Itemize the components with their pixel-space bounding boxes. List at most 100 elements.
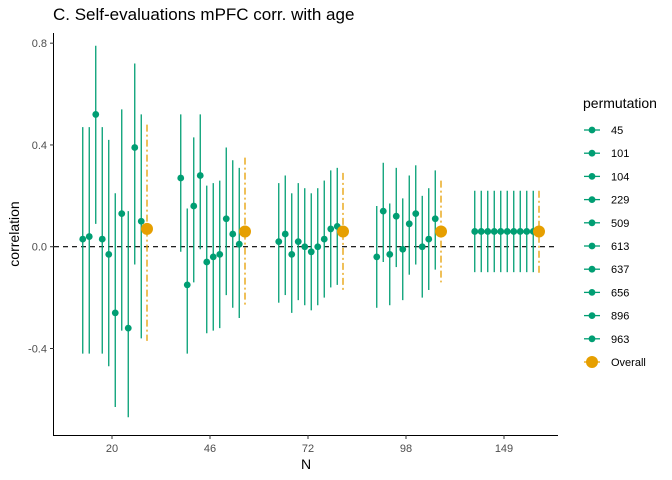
- y-tick-label: -0.4: [28, 343, 47, 355]
- point-98-perm-963: [431, 215, 439, 223]
- legend-item-656: 656: [584, 287, 629, 299]
- y-axis-title: correlation: [6, 201, 22, 266]
- point-98-perm-656: [418, 243, 426, 251]
- group-n-98: [373, 162, 447, 308]
- legend-label: 509: [611, 218, 629, 230]
- legend-label: 104: [611, 171, 629, 183]
- point-46-perm-45: [177, 174, 185, 182]
- point-20-perm-509: [105, 250, 113, 258]
- legend-item-overall: Overall: [584, 356, 646, 369]
- point-20-perm-656: [124, 324, 132, 332]
- point-72-perm-45: [275, 238, 283, 246]
- x-tick-label: 46: [204, 443, 216, 455]
- y-tick-label: 0.4: [32, 140, 47, 152]
- point-98-perm-509: [399, 245, 407, 253]
- legend-label: 101: [611, 148, 629, 160]
- point-149-perm-613: [503, 228, 511, 235]
- legend-key-point: [588, 173, 596, 180]
- overall-point-98: [435, 225, 447, 238]
- x-tick-label: 98: [400, 443, 412, 455]
- legend-label: Overall: [611, 357, 646, 369]
- point-149-perm-656: [516, 228, 524, 235]
- overall-point-20: [141, 222, 153, 235]
- point-46-perm-229: [196, 172, 204, 179]
- legend-key-point: [588, 289, 596, 296]
- legend-key-point: [588, 149, 596, 157]
- group-n-20: [79, 45, 153, 418]
- point-98-perm-637: [412, 210, 420, 218]
- point-149-perm-637: [510, 228, 518, 235]
- legend-label: 656: [611, 287, 629, 299]
- point-98-perm-104: [386, 250, 394, 258]
- point-46-perm-896: [229, 230, 237, 238]
- legend-item-229: 229: [584, 195, 629, 207]
- legend-key-point: [588, 196, 596, 204]
- point-72-perm-101: [281, 230, 289, 238]
- point-149-perm-101: [477, 228, 485, 235]
- overall-point-46: [239, 225, 251, 238]
- point-46-perm-637: [216, 250, 224, 258]
- point-46-perm-509: [203, 258, 211, 266]
- overall-point-149: [533, 225, 545, 238]
- legend-key-point: [588, 265, 596, 273]
- point-20-perm-229: [98, 235, 106, 243]
- legend-label: 896: [611, 311, 629, 323]
- point-20-perm-613: [111, 309, 119, 317]
- point-98-perm-45: [373, 253, 381, 261]
- point-98-perm-896: [425, 235, 433, 243]
- point-46-perm-963: [235, 240, 243, 248]
- legend-item-101: 101: [584, 148, 629, 160]
- point-72-perm-637: [314, 243, 322, 251]
- legend-label: 45: [611, 125, 623, 137]
- group-n-72: [275, 167, 349, 313]
- point-72-perm-896: [327, 225, 335, 233]
- point-46-perm-656: [222, 215, 230, 223]
- legend-item-45: 45: [584, 125, 623, 137]
- x-tick-label: 72: [302, 443, 314, 455]
- y-tick-label: 0.0: [32, 242, 47, 254]
- legend-key-point: [588, 219, 596, 227]
- point-149-perm-229: [490, 228, 498, 235]
- legend-item-509: 509: [584, 218, 629, 230]
- legend-item-963: 963: [584, 334, 629, 346]
- point-98-perm-613: [405, 220, 413, 228]
- x-axis-title: N: [301, 456, 311, 472]
- legend-item-613: 613: [584, 241, 629, 253]
- legend-item-896: 896: [584, 311, 629, 323]
- point-149-perm-509: [497, 228, 505, 235]
- point-98-perm-229: [392, 212, 400, 220]
- point-46-perm-613: [209, 253, 217, 261]
- y-axis-ticks: -0.4 0.0 0.4 0.8: [28, 38, 54, 355]
- group-n-46: [177, 114, 251, 354]
- legend-label: 613: [611, 241, 629, 253]
- legend-key-point: [588, 126, 596, 134]
- point-72-perm-613: [307, 248, 315, 256]
- point-20-perm-896: [131, 144, 139, 151]
- point-98-perm-101: [379, 207, 387, 215]
- point-20-perm-637: [118, 210, 126, 218]
- point-20-perm-45: [79, 235, 87, 243]
- plot-area: [54, 45, 558, 418]
- point-20-perm-104: [92, 111, 100, 118]
- x-tick-label: 20: [106, 443, 118, 455]
- point-20-perm-963: [137, 217, 145, 225]
- y-tick-label: 0.8: [32, 38, 47, 50]
- point-72-perm-656: [320, 235, 328, 243]
- legend-label: 229: [611, 195, 629, 207]
- legend-label: 963: [611, 334, 629, 346]
- x-tick-label: 149: [495, 443, 513, 455]
- x-axis-ticks: 20 46 72 98 149: [106, 435, 513, 455]
- legend-label: 637: [611, 264, 629, 276]
- legend-key-point: [586, 356, 598, 368]
- point-72-perm-229: [294, 238, 302, 246]
- legend-key-point: [588, 312, 596, 319]
- point-149-perm-104: [484, 228, 492, 235]
- chart-title: C. Self-evaluations mPFC corr. with age: [53, 5, 354, 24]
- point-20-perm-101: [85, 233, 93, 240]
- point-149-perm-45: [471, 228, 479, 235]
- point-149-perm-896: [523, 228, 531, 235]
- point-46-perm-101: [183, 281, 191, 289]
- legend: permutation 45 101 104 229 509 613 637 656 896 96…: [583, 95, 657, 369]
